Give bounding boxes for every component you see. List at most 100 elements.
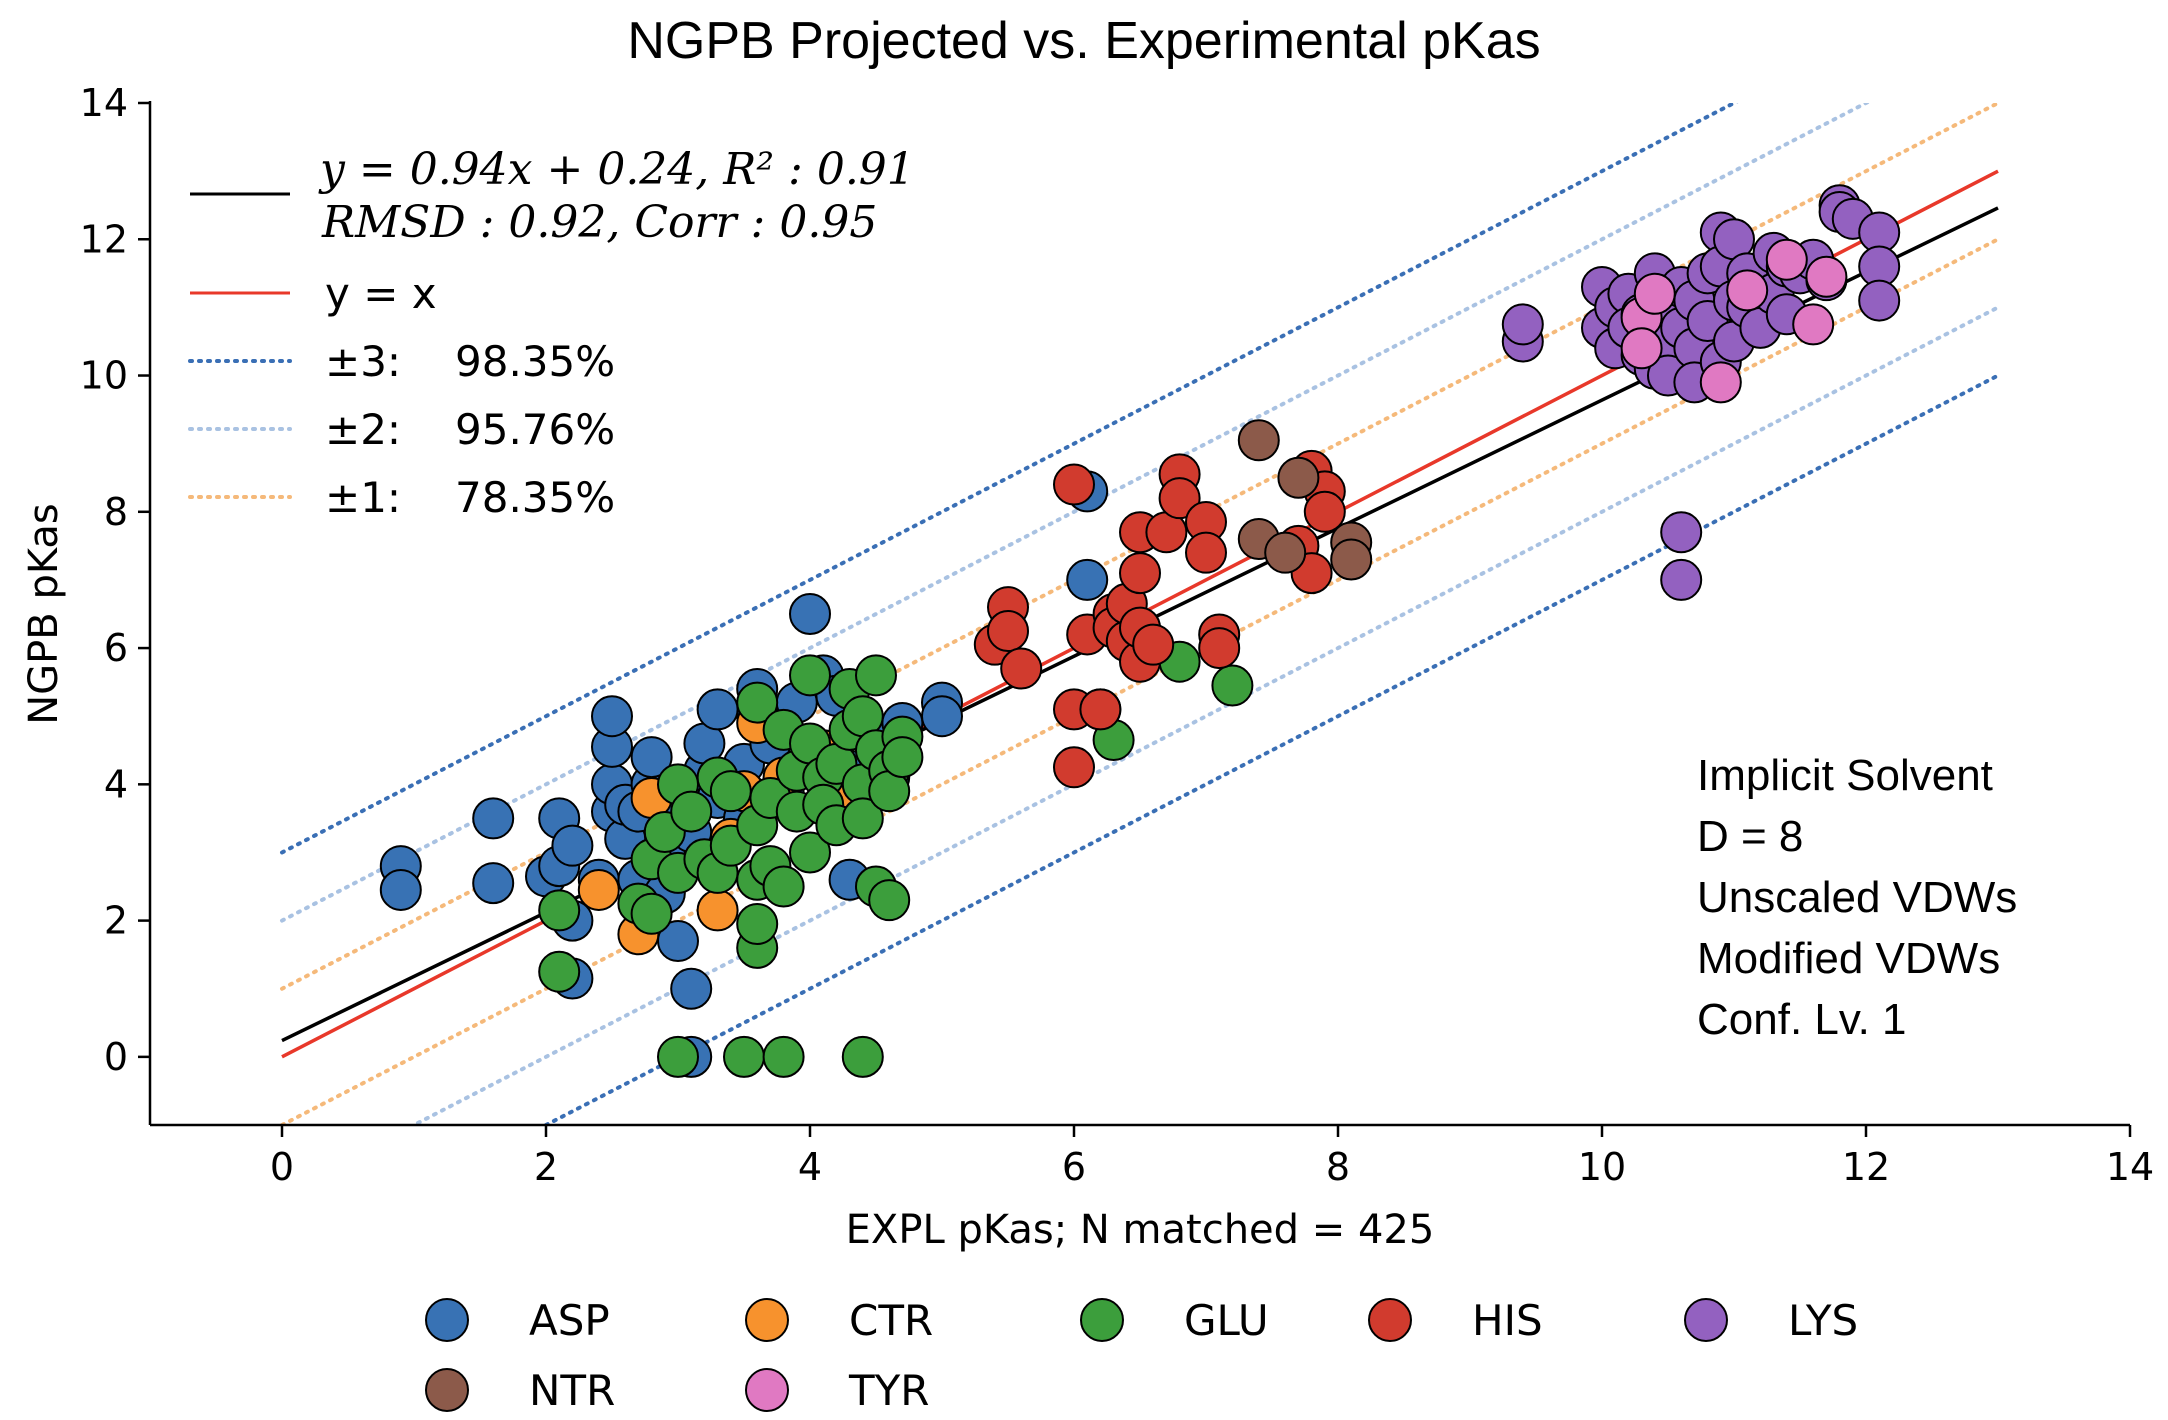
- legend-label-lys: LYS: [1788, 1296, 1858, 1345]
- band3-legend-percent: 98.35%: [455, 337, 615, 386]
- point-lys-1: [1501, 303, 1544, 346]
- point-ntr-0: [1237, 419, 1280, 462]
- point-glu-13: [709, 770, 752, 813]
- legend-marker-tyr: [745, 1368, 789, 1412]
- point-glu-3: [630, 892, 673, 935]
- point-his-6: [1053, 746, 1095, 789]
- band1-legend-label: ±1:: [325, 473, 401, 522]
- point-tyr-3: [1699, 361, 1742, 404]
- y-tick-label-14: 14: [80, 81, 128, 125]
- point-his-3: [1000, 647, 1043, 690]
- band-line-2-lower: [409, 305, 2000, 1125]
- point-asp-40: [789, 593, 831, 635]
- annotation-line-5: Conf. Lv. 1: [1697, 995, 1907, 1044]
- band1-legend-percent: 78.35%: [455, 473, 615, 522]
- legend-marker-asp: [425, 1298, 469, 1342]
- point-glu-39: [841, 797, 884, 840]
- legend-marker-glu: [1080, 1298, 1124, 1342]
- point-glu-18: [736, 903, 779, 946]
- point-tyr-5: [1765, 238, 1808, 281]
- x-axis-label: EXPL pKas; N matched = 425: [846, 1207, 1435, 1253]
- point-ctr-3: [696, 889, 739, 932]
- legend-label-ctr: CTR: [849, 1296, 933, 1345]
- annotation-line-4: Modified VDWs: [1697, 934, 2000, 983]
- point-glu-48: [881, 736, 924, 779]
- point-asp-1: [379, 868, 422, 911]
- chart-title: NGPB Projected vs. Experimental pKas: [627, 12, 1540, 70]
- point-tyr-7: [1805, 255, 1848, 298]
- annotation-line-1: Implicit Solvent: [1697, 751, 1993, 800]
- legend-marker-his: [1368, 1298, 1412, 1342]
- band2-legend-percent: 95.76%: [455, 405, 615, 454]
- annotation-line-3: Unscaled VDWs: [1697, 873, 2017, 922]
- point-ntr-2: [1264, 531, 1307, 574]
- x-tick-label-14: 14: [2106, 1145, 2154, 1189]
- point-glu-51: [1211, 664, 1254, 707]
- point-asp-14: [591, 695, 633, 738]
- x-tick-label-0: 0: [270, 1145, 294, 1189]
- x-tick-label-10: 10: [1578, 1145, 1626, 1189]
- point-his-2: [987, 610, 1029, 653]
- point-tyr-4: [1726, 269, 1769, 312]
- x-tick-label-6: 6: [1062, 1145, 1086, 1189]
- y-tick-label-4: 4: [104, 762, 128, 806]
- legend-label-his: HIS: [1472, 1296, 1543, 1345]
- point-tyr-6: [1792, 303, 1835, 346]
- point-ntr-5: [1330, 538, 1373, 581]
- point-glu-15: [723, 1035, 765, 1078]
- point-asp-2: [472, 797, 515, 840]
- point-glu-20: [736, 681, 779, 724]
- x-tick-label-4: 4: [798, 1145, 822, 1189]
- band-line-3-lower: [541, 373, 2000, 1125]
- y-tick-label-10: 10: [80, 354, 128, 398]
- data-points: [379, 184, 1901, 1078]
- y-axis-label: NGPB pKas: [21, 503, 67, 724]
- point-his-8: [1079, 688, 1122, 731]
- point-asp-27: [670, 967, 713, 1010]
- point-his-24: [1198, 627, 1241, 670]
- point-glu-40: [841, 1035, 884, 1078]
- band2-legend-label: ±2:: [325, 405, 401, 454]
- annotation-line-2: D = 8: [1697, 812, 1803, 861]
- point-his-4: [1053, 463, 1095, 506]
- y-tick-label-6: 6: [104, 626, 128, 670]
- settings-annotation: Implicit Solvent D = 8 Unscaled VDWs Mod…: [1697, 751, 2017, 1044]
- point-his-17: [1132, 623, 1175, 666]
- point-glu-6: [657, 1035, 699, 1078]
- x-tick-label-12: 12: [1842, 1145, 1890, 1189]
- line-legend: y = 0.94x + 0.24, R² : 0.91 RMSD : 0.92,…: [188, 144, 915, 522]
- legend-label-glu: GLU: [1184, 1296, 1269, 1345]
- point-ctr-0: [577, 868, 620, 911]
- point-asp-51: [1066, 558, 1109, 601]
- point-lys-45: [1858, 279, 1901, 322]
- band3-legend-label: ±3:: [325, 337, 401, 386]
- point-his-20: [1158, 477, 1201, 520]
- plot-area: [280, 103, 2000, 1125]
- axes: 0 2 4 6 8 10 12 14 0 2 4 6 8 10 12 14: [80, 81, 2155, 1189]
- point-lys-17: [1660, 511, 1703, 554]
- legend-label-asp: ASP: [529, 1296, 610, 1345]
- point-asp-31: [696, 688, 739, 731]
- point-asp-49: [921, 695, 963, 738]
- legend-marker-ntr: [425, 1368, 469, 1412]
- point-glu-0: [538, 889, 581, 932]
- legend-marker-lys: [1684, 1298, 1728, 1342]
- y-tick-label-0: 0: [104, 1035, 128, 1079]
- point-his-14: [1119, 552, 1161, 595]
- point-his-29: [1303, 490, 1346, 533]
- y-tick-label-2: 2: [104, 899, 128, 943]
- x-tick-label-2: 2: [534, 1145, 558, 1189]
- point-ntr-3: [1277, 456, 1320, 499]
- point-glu-44: [868, 879, 911, 922]
- fit-legend-label-line1: y = 0.94x + 0.24, R² : 0.91: [318, 144, 915, 195]
- point-asp-8: [551, 824, 594, 867]
- point-glu-29: [789, 654, 831, 697]
- identity-legend-label: y = x: [325, 269, 437, 318]
- y-tick-label-8: 8: [104, 490, 128, 534]
- point-his-22: [1185, 531, 1227, 574]
- band-line-2-upper: [280, 103, 1871, 923]
- point-lys-18: [1660, 558, 1703, 601]
- point-glu-9: [670, 790, 713, 833]
- point-tyr-2: [1633, 272, 1676, 315]
